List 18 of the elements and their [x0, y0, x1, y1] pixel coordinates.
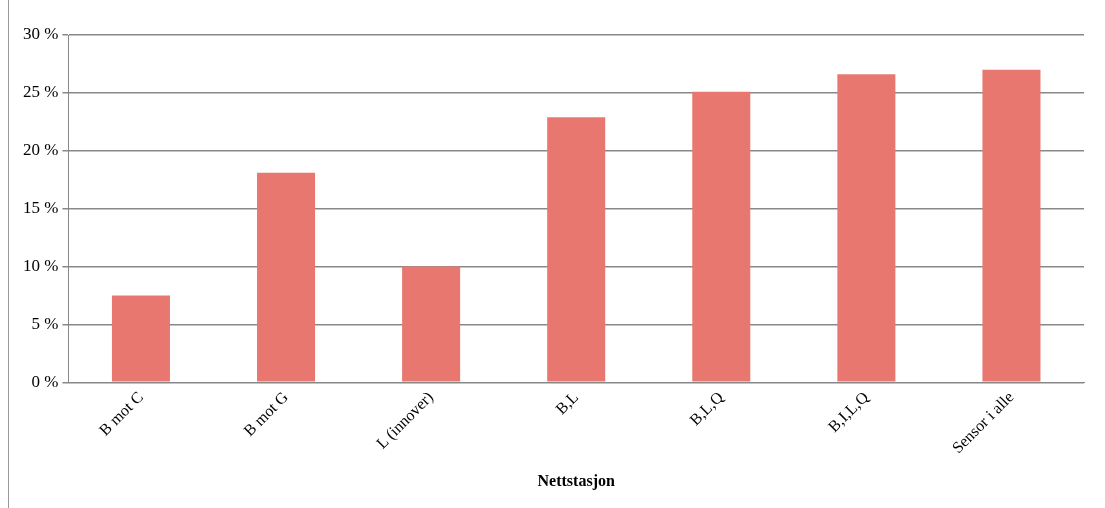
bar — [982, 69, 1041, 382]
bar — [837, 74, 896, 382]
y-tick-label: 0 % — [31, 371, 59, 391]
y-tick-label: 10 % — [22, 256, 59, 275]
y-tick-label: 30 % — [22, 24, 59, 44]
x-tick-label: B mot G — [240, 387, 292, 440]
y-tick-label: 5 % — [31, 313, 59, 333]
x-axis-title: Nettstasjon — [537, 471, 615, 490]
bar — [111, 295, 170, 382]
bar — [692, 91, 751, 382]
y-tick-label: 25 % — [22, 82, 59, 102]
y-tick-label: 20 % — [22, 140, 59, 160]
y-tick-label: 15 % — [22, 198, 59, 218]
bar — [257, 172, 316, 382]
bar — [547, 117, 606, 382]
bar — [402, 266, 461, 382]
x-tick-label: B,L — [551, 388, 582, 418]
x-tick-label: B mot C — [95, 388, 147, 439]
